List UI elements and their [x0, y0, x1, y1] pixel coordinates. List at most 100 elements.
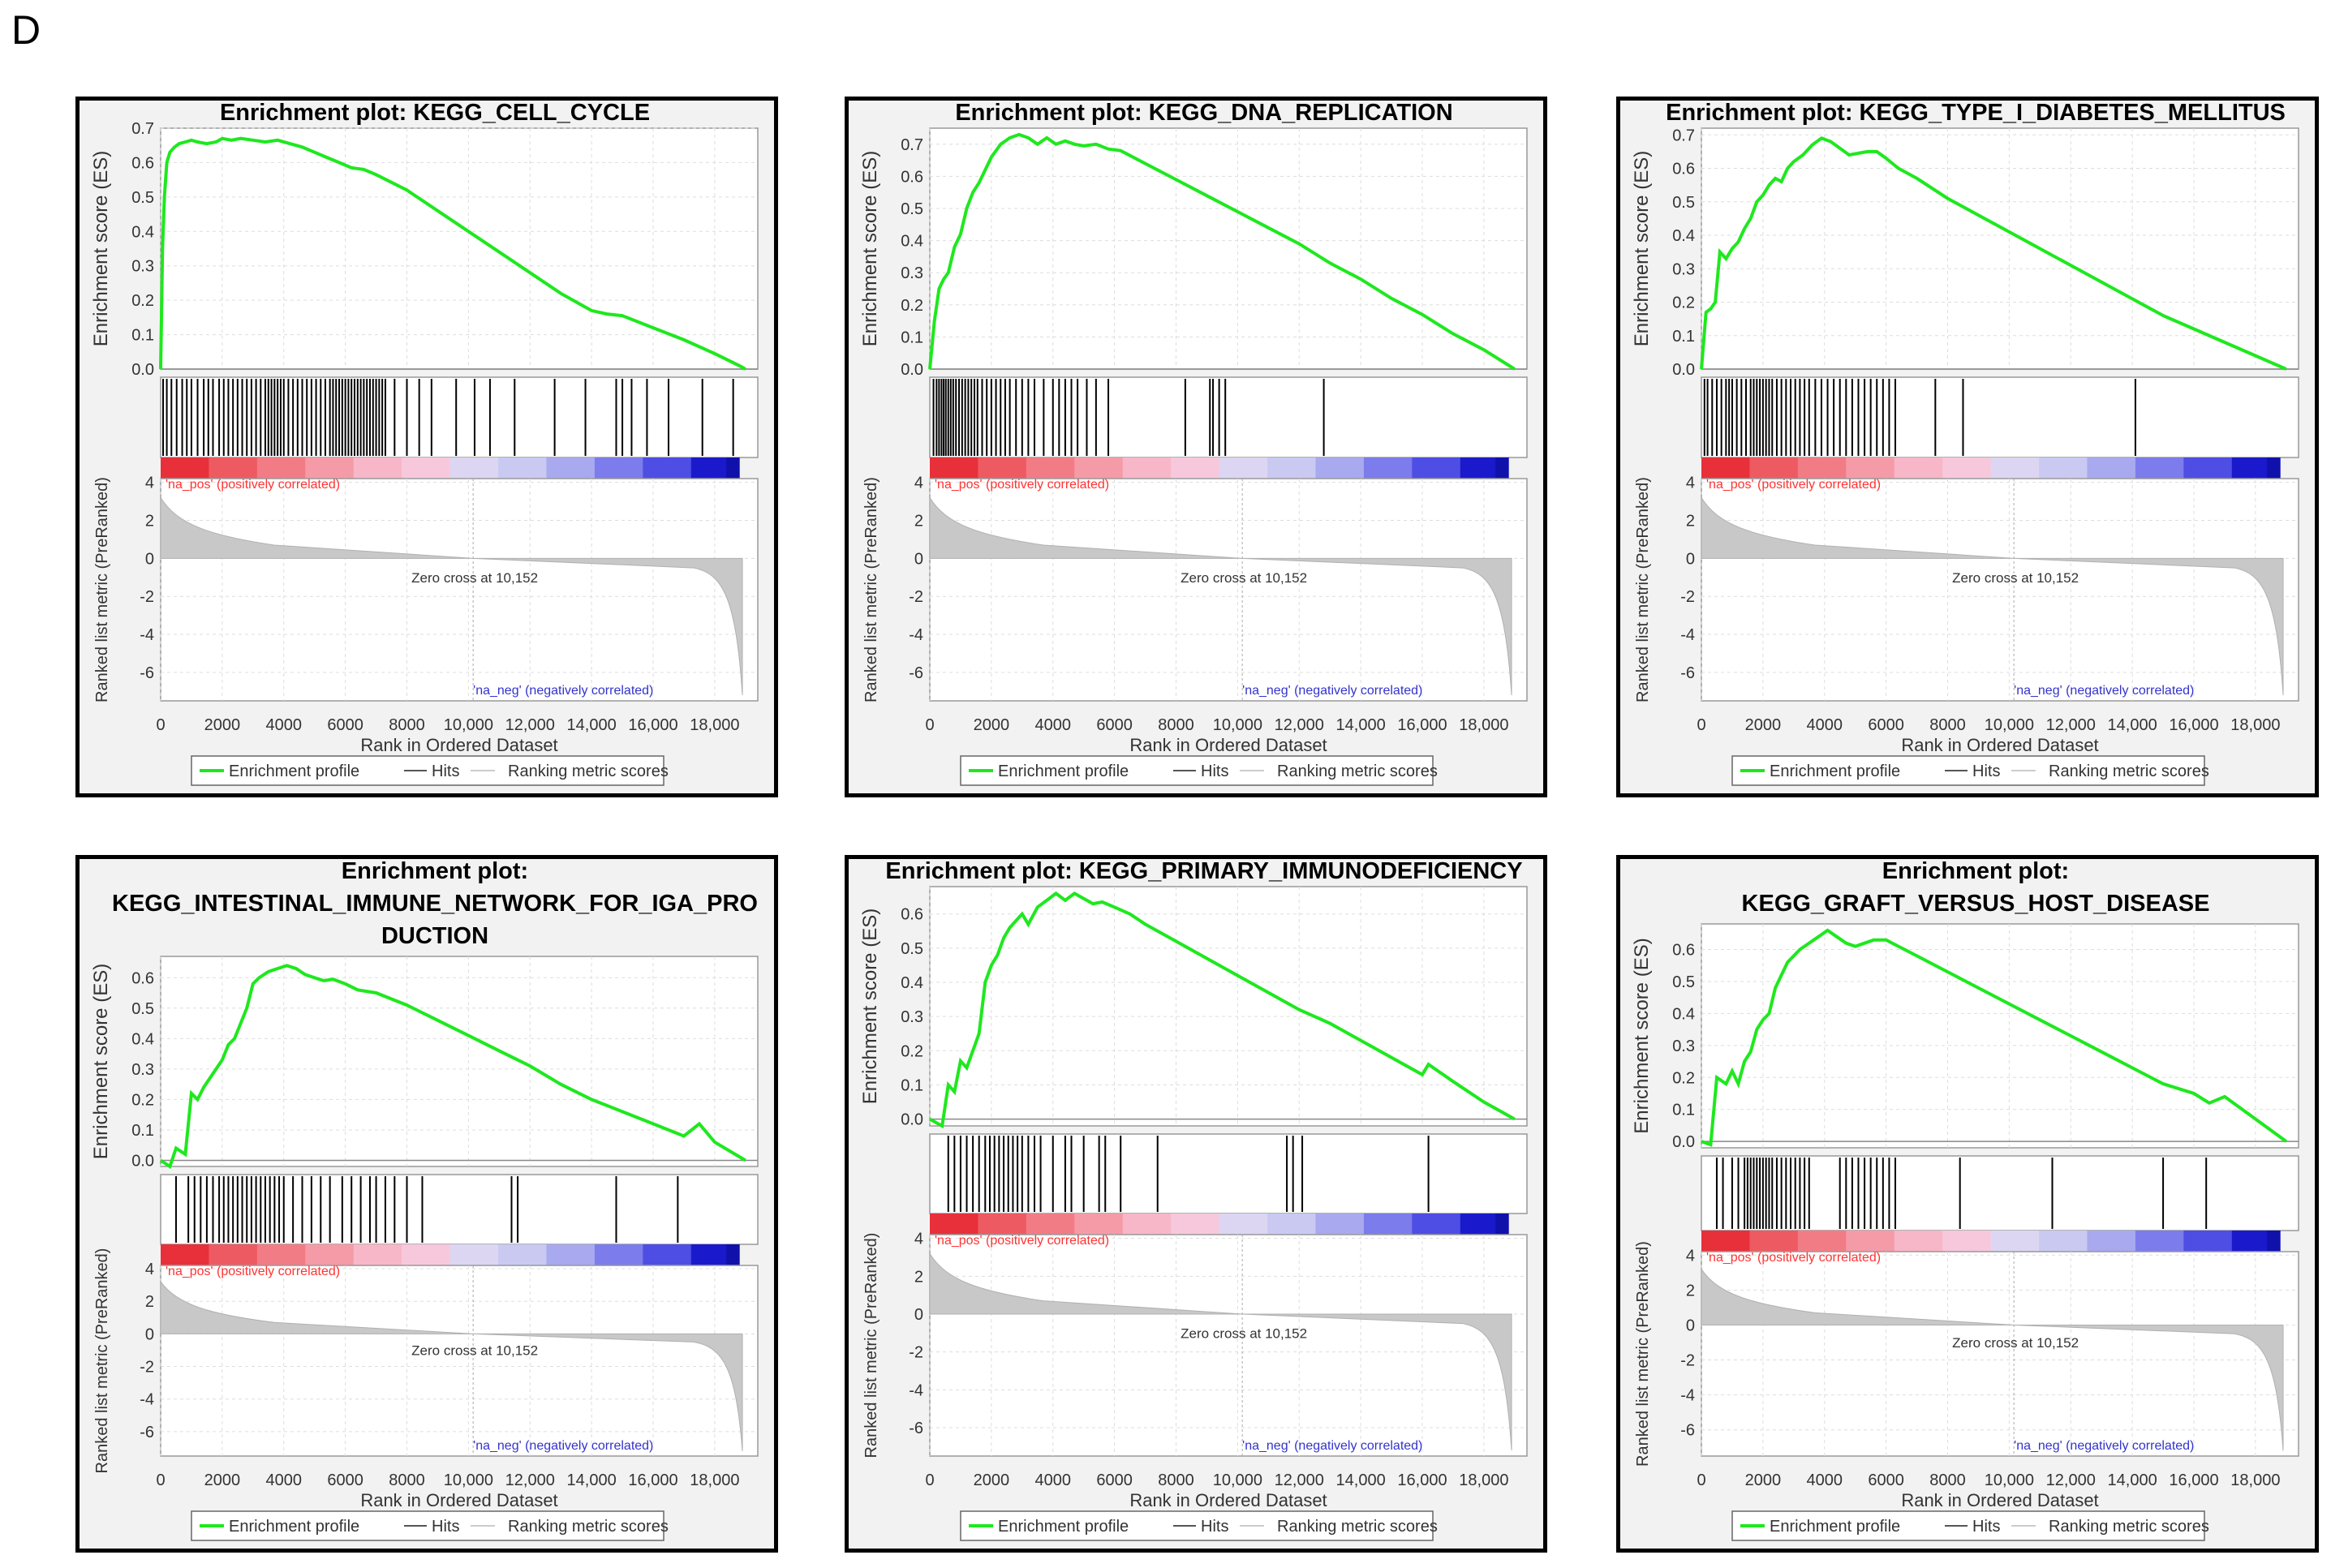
es-ytick-label: 0.4: [1672, 1005, 1695, 1023]
metric-ytick-label: 2: [1686, 513, 1695, 531]
legend-label-metric: Ranking metric scores: [508, 763, 669, 780]
legend-box: [960, 1510, 1434, 1541]
zero-cross-label: Zero cross at 10,152: [411, 1342, 538, 1358]
xtick-label: 0: [1697, 716, 1705, 734]
metric-ytick-label: 0: [1686, 1317, 1695, 1334]
es-ytick-label: 0.5: [901, 200, 923, 218]
heatmap-segment: [1363, 1214, 1413, 1235]
x-axis-label: Rank in Ordered Dataset: [360, 1490, 557, 1510]
es-plot-area: [929, 886, 1528, 1127]
metric-ytick-label: 0: [145, 1325, 154, 1343]
es-curve: [159, 964, 746, 1170]
gsea-svg: Enrichment plot: KEGG_INTESTINAL_IMMUNE_N…: [90, 859, 759, 1541]
es-ytick-label: 0.5: [131, 189, 154, 207]
heatmap-segment: [305, 1244, 355, 1265]
heatmap-end: [1495, 1214, 1509, 1235]
metric-ylabel: Ranked list metric (PreRanked): [93, 1248, 111, 1474]
es-ytick-label: 0.3: [901, 1008, 923, 1026]
zero-cross-label: Zero cross at 10,152: [1952, 570, 2079, 586]
es-ytick-label: 0.0: [901, 361, 923, 379]
neg-correlated-label: 'na_neg' (negatively correlated): [473, 1439, 653, 1453]
xtick-label: 18,000: [690, 716, 739, 734]
es-curve: [1700, 136, 2287, 371]
metric-ytick-label: -2: [140, 588, 154, 606]
neg-correlated-label: 'na_neg' (negatively correlated): [1242, 684, 1422, 698]
xtick-label: 16,000: [1397, 1471, 1447, 1489]
heatmap-segment: [161, 458, 209, 479]
es-ytick-label: 0.0: [1672, 361, 1695, 379]
heatmap-segment: [2087, 458, 2136, 479]
xtick-label: 8000: [1158, 716, 1194, 734]
heatmap-end: [2267, 458, 2281, 479]
legend-label-metric: Ranking metric scores: [2049, 763, 2209, 780]
xtick-label: 4000: [266, 716, 303, 734]
neg-correlated-label: 'na_neg' (negatively correlated): [2014, 1439, 2194, 1453]
es-curve: [1701, 928, 2287, 1147]
metric-ytick-label: -6: [1680, 1422, 1695, 1440]
plot-title: DUCTION: [381, 923, 488, 949]
xtick-label: 18,000: [2230, 716, 2280, 734]
xtick-label: 2000: [974, 716, 1010, 734]
metric-plot-area: [1701, 478, 2299, 702]
heatmap-segment: [449, 458, 499, 479]
gsea-svg: Enrichment plot: KEGG_DNA_REPLICATION 0.0…: [859, 101, 1528, 786]
metric-plot-area: [1701, 1251, 2299, 1457]
heatmap-segment: [1122, 1214, 1172, 1235]
xtick-label: 8000: [389, 716, 424, 734]
legend-label-hits: Hits: [1972, 1518, 2000, 1536]
xtick-label: 0: [925, 1471, 934, 1489]
xtick-label: 8000: [1929, 716, 1966, 734]
legend-label-hits: Hits: [1972, 763, 2000, 780]
metric-ytick-label: 0: [145, 550, 154, 568]
metric-ytick-label: 0: [1686, 550, 1695, 568]
heatmap-segment: [978, 458, 1027, 479]
legend-label-profile: Enrichment profile: [998, 1518, 1129, 1536]
heatmap-segment: [1846, 458, 1895, 479]
heatmap-segment: [353, 1244, 402, 1265]
metric-ytick-label: 2: [1686, 1282, 1695, 1300]
heatmap-segment: [1315, 1214, 1365, 1235]
es-plot-area: [929, 127, 1528, 370]
metric-ytick-label: 0: [914, 550, 923, 568]
xtick-label: 0: [156, 716, 165, 734]
xtick-label: 4000: [1035, 1471, 1072, 1489]
heatmap-segment: [2135, 458, 2184, 479]
heatmap-segment: [1171, 1214, 1220, 1235]
metric-ytick-label: -2: [140, 1359, 154, 1377]
es-ytick-label: 0.1: [1672, 1102, 1695, 1119]
metric-ytick-label: 4: [914, 475, 923, 492]
metric-ylabel: Ranked list metric (PreRanked): [1634, 1241, 1652, 1467]
xtick-label: 16,000: [628, 716, 677, 734]
xtick-label: 0: [1697, 1471, 1705, 1489]
metric-ytick-label: -2: [1680, 1352, 1695, 1370]
es-ytick-label: 0.3: [901, 264, 923, 282]
zero-cross-label: Zero cross at 10,152: [1952, 1335, 2079, 1351]
es-ytick-label: 0.6: [131, 969, 154, 987]
legend-box: [1731, 755, 2205, 786]
xtick-label: 2000: [1745, 1471, 1782, 1489]
legend-label-profile: Enrichment profile: [1770, 763, 1900, 780]
heatmap-segment: [1701, 1231, 1750, 1252]
xtick-label: 10,000: [444, 716, 493, 734]
xtick-label: 16,000: [2169, 716, 2218, 734]
es-ytick-label: 0.4: [131, 223, 154, 241]
metric-ytick-label: -4: [1680, 1387, 1695, 1405]
metric-ytick-label: 2: [145, 1293, 154, 1311]
xtick-label: 6000: [327, 1471, 363, 1489]
legend-label-profile: Enrichment profile: [229, 1518, 359, 1536]
x-axis-label: Rank in Ordered Dataset: [1129, 735, 1327, 755]
pos-correlated-label: 'na_pos' (positively correlated): [166, 1265, 340, 1278]
xtick-label: 2000: [204, 1471, 241, 1489]
plot-title: Enrichment plot: KEGG_CELL_CYCLE: [220, 101, 650, 126]
xtick-label: 10,000: [1213, 716, 1262, 734]
heatmap-segment: [1749, 1231, 1799, 1252]
legend-label-hits: Hits: [1201, 763, 1228, 780]
hits-area: [160, 1174, 759, 1245]
plot-title: Enrichment plot:: [1882, 859, 2069, 884]
xtick-label: 4000: [266, 1471, 303, 1489]
xtick-label: 18,000: [2230, 1471, 2280, 1489]
heatmap-segment: [1412, 458, 1461, 479]
es-ytick-label: 0.4: [131, 1030, 154, 1048]
legend-box: [191, 1510, 664, 1541]
xtick-label: 4000: [1035, 716, 1072, 734]
